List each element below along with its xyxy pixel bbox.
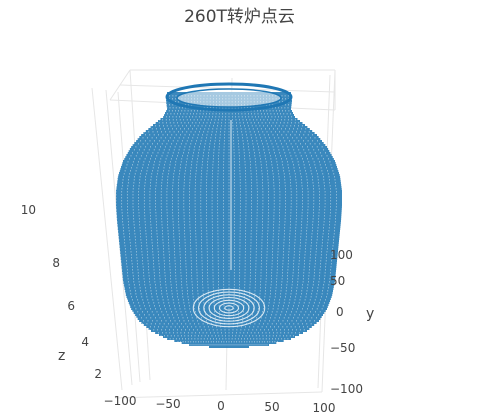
bottom-ring bbox=[208, 296, 250, 319]
vessel-meridian bbox=[266, 95, 337, 346]
vessel-meridian bbox=[126, 95, 194, 346]
point-cloud bbox=[115, 82, 342, 348]
y-tick-label: 0 bbox=[336, 305, 344, 319]
vessel-surface bbox=[116, 92, 342, 348]
y-tick-label: −50 bbox=[330, 341, 355, 355]
z-tick-label: 8 bbox=[52, 256, 60, 270]
y-tick-label: 100 bbox=[330, 248, 353, 262]
z-tick-label: 4 bbox=[81, 335, 89, 349]
chart-title: 260T转炉点云 bbox=[184, 7, 295, 27]
vessel-meridian bbox=[264, 95, 332, 346]
x-tick-label: −100 bbox=[104, 394, 137, 408]
vessel-meridian bbox=[132, 95, 196, 346]
bottom-ring bbox=[192, 288, 266, 328]
z-axis-title: z bbox=[58, 348, 65, 364]
z-tick-label: 6 bbox=[67, 299, 75, 313]
bottom-ring bbox=[213, 299, 245, 317]
mouth-rim bbox=[165, 82, 293, 112]
bottom-ring bbox=[203, 294, 255, 322]
y-tick-label: −100 bbox=[330, 382, 363, 396]
x-tick-label: 50 bbox=[264, 400, 279, 414]
x-tick-label: −50 bbox=[155, 397, 180, 411]
x-tick-label: 100 bbox=[313, 401, 336, 415]
mouth-opening bbox=[176, 88, 282, 108]
grid-line bbox=[109, 69, 131, 101]
axes: −100 −50 0 50 100 100 50 0 −50 −100 y 2 4 6 8 10 z bbox=[21, 203, 375, 415]
bottom-ring bbox=[198, 291, 261, 325]
z-tick-label: 2 bbox=[94, 367, 102, 381]
bottom-ring bbox=[224, 305, 234, 311]
vessel-meridian bbox=[262, 95, 326, 346]
grid-line bbox=[91, 87, 123, 391]
y-tick-label: 50 bbox=[330, 274, 345, 288]
grid-line bbox=[114, 391, 323, 399]
z-tick-label: 10 bbox=[21, 203, 36, 217]
x-tick-label: 0 bbox=[217, 399, 225, 413]
vessel-meridian bbox=[121, 95, 192, 346]
bottom-ring bbox=[219, 302, 240, 314]
y-axis-title: y bbox=[366, 306, 374, 322]
